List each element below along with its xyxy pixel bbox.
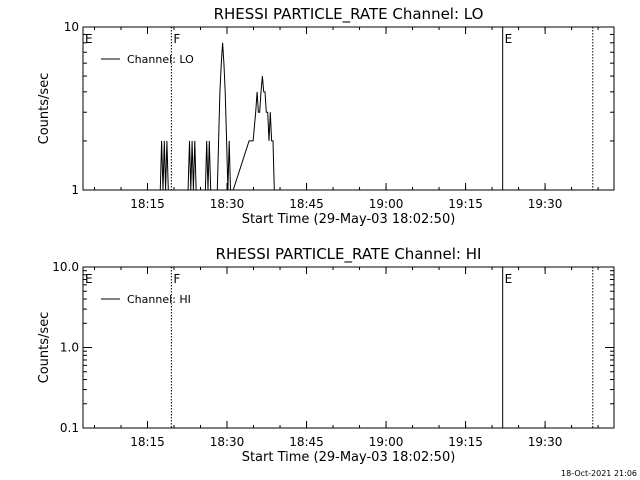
y-tick-label: 10 [64,20,79,34]
x-tick-label: 19:15 [448,197,483,211]
y-axis-label: Counts/sec [37,312,52,384]
x-axis-label: Start Time (29-May-03 18:02:50) [242,212,456,227]
x-tick-label: 19:15 [448,435,483,449]
chart-title: RHESSI PARTICLE_RATE Channel: HI [216,245,482,264]
x-tick-label: 18:15 [130,435,165,449]
legend-entry: Channel: HI [127,293,191,306]
y-tick-label: 1.0 [60,341,79,355]
event-marker-label: E [85,32,93,46]
chart-panel-1: RHESSI PARTICLE_RATE Channel: LO 18:15 18:… [37,5,615,227]
event-marker-label: E [505,272,513,286]
chart-panel-2: RHESSI PARTICLE_RATE Channel: HI 18:15 18:… [37,245,615,465]
event-marker-label: F [173,272,180,286]
event-marker-label: E [85,272,93,286]
x-axis-label: Start Time (29-May-03 18:02:50) [242,450,456,465]
y-tick-label: 1 [71,183,79,197]
x-tick-label: 18:45 [289,197,324,211]
legend-entry: Channel: LO [127,53,194,66]
y-axis-label: Counts/sec [37,73,52,145]
x-tick-label: 19:30 [528,197,563,211]
x-tick-label: 18:30 [210,435,245,449]
x-tick-label: 19:30 [528,435,563,449]
event-marker-label: F [173,32,180,46]
plot-frame [82,266,615,429]
plot-timestamp: 18-Oct-2021 21:06 [561,469,637,478]
x-tick-label: 18:30 [210,197,245,211]
x-tick-label: 19:00 [369,197,404,211]
series-line-lo [159,42,281,191]
x-tick-label: 19:00 [369,435,404,449]
event-marker-label: E [505,32,513,46]
x-tick-label: 18:45 [289,435,324,449]
chart-title: RHESSI PARTICLE_RATE Channel: LO [214,5,484,24]
y-tick-label: 10.0 [52,260,79,274]
x-tick-label: 18:15 [130,197,165,211]
y-tick-label: 0.1 [60,421,79,435]
